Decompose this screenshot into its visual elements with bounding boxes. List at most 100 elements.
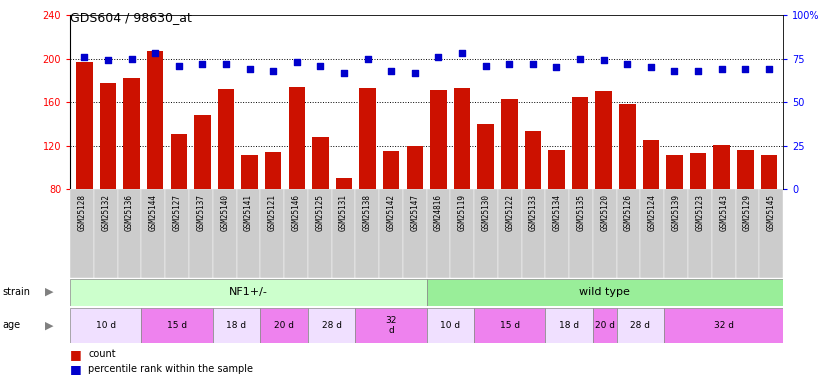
Text: ■: ■ (70, 363, 82, 375)
Text: GSM25133: GSM25133 (529, 194, 538, 231)
Point (290, 59, 303, 65)
Text: ■: ■ (70, 348, 82, 361)
Text: strain: strain (2, 287, 31, 297)
Point (149, 50, 162, 56)
Bar (714, 145, 730, 277)
Bar (427, 189, 450, 278)
Text: GSM25124: GSM25124 (648, 194, 657, 231)
Point (78, 54, 91, 60)
Bar (100, 82, 116, 277)
Text: 15 d: 15 d (500, 321, 520, 330)
Text: 15 d: 15 d (167, 321, 188, 330)
Bar (498, 189, 522, 278)
Bar (667, 154, 683, 277)
Point (385, 68, 398, 74)
Text: 18 d: 18 d (559, 321, 579, 330)
Bar (690, 153, 706, 277)
Text: GSM25129: GSM25129 (743, 194, 752, 231)
Text: GSM25132: GSM25132 (102, 194, 111, 231)
Point (738, 66, 752, 72)
Bar (403, 189, 426, 278)
Bar (453, 88, 470, 277)
Point (573, 56, 586, 62)
Bar (474, 189, 498, 278)
Bar (335, 178, 352, 277)
Bar (548, 150, 565, 277)
Text: GSM25136: GSM25136 (125, 194, 134, 231)
Point (597, 57, 610, 63)
Point (668, 68, 681, 74)
Bar (355, 189, 379, 278)
Bar (474, 308, 545, 343)
Bar (236, 189, 260, 278)
Bar (141, 189, 165, 278)
Bar (141, 308, 213, 343)
Text: GSM25119: GSM25119 (458, 194, 467, 231)
Bar (596, 91, 612, 277)
Bar (284, 189, 308, 278)
Point (479, 63, 492, 69)
Bar (640, 189, 664, 278)
Bar (522, 189, 545, 278)
Bar (118, 189, 141, 278)
Text: GSM25123: GSM25123 (695, 194, 705, 231)
Bar (450, 189, 474, 278)
Text: 10 d: 10 d (96, 321, 116, 330)
Point (243, 66, 256, 72)
Text: GSM25145: GSM25145 (767, 194, 776, 231)
Bar (406, 146, 423, 277)
Point (102, 57, 115, 63)
Text: GSM24816: GSM24816 (434, 194, 443, 231)
Bar (617, 189, 640, 278)
Text: GSM25130: GSM25130 (482, 194, 491, 231)
Bar (619, 104, 635, 277)
Bar (572, 97, 588, 277)
Bar (569, 189, 593, 278)
Text: GSM25142: GSM25142 (387, 194, 396, 231)
Point (267, 68, 280, 74)
Bar (545, 189, 569, 278)
Bar (70, 189, 94, 278)
Point (620, 61, 634, 67)
Text: NF1+/-: NF1+/- (229, 287, 268, 297)
Point (503, 61, 516, 67)
Text: GSM25134: GSM25134 (553, 194, 562, 231)
Bar (617, 308, 664, 343)
Text: ▶: ▶ (45, 320, 54, 330)
Point (455, 50, 468, 56)
Bar (525, 130, 541, 277)
Bar (147, 51, 164, 277)
Bar (355, 308, 426, 343)
Bar (712, 189, 735, 278)
Bar (76, 62, 93, 277)
Bar (260, 308, 308, 343)
Bar (379, 189, 403, 278)
Text: count: count (88, 350, 116, 359)
Point (337, 69, 350, 75)
Text: GSM25137: GSM25137 (197, 194, 206, 231)
Text: 20 d: 20 d (274, 321, 294, 330)
Point (361, 56, 374, 62)
Text: GSM25140: GSM25140 (221, 194, 229, 231)
Text: wild type: wild type (579, 287, 630, 297)
Bar (501, 99, 518, 277)
Text: GSM25120: GSM25120 (601, 194, 610, 231)
Text: GSM25139: GSM25139 (672, 194, 681, 231)
Bar (70, 279, 427, 306)
Bar (427, 308, 474, 343)
Text: GSM25126: GSM25126 (624, 194, 633, 231)
Point (196, 61, 209, 67)
Point (220, 61, 233, 67)
Bar (430, 90, 447, 277)
Bar (664, 308, 783, 343)
Bar (308, 189, 331, 278)
Bar (312, 137, 329, 277)
Bar (194, 115, 211, 277)
Point (644, 64, 657, 70)
Point (125, 56, 138, 62)
Bar (123, 78, 140, 277)
Text: GSM25141: GSM25141 (244, 194, 253, 231)
Text: GSM25125: GSM25125 (316, 194, 324, 231)
Text: GSM25131: GSM25131 (339, 194, 348, 231)
Text: GSM25122: GSM25122 (506, 194, 515, 231)
